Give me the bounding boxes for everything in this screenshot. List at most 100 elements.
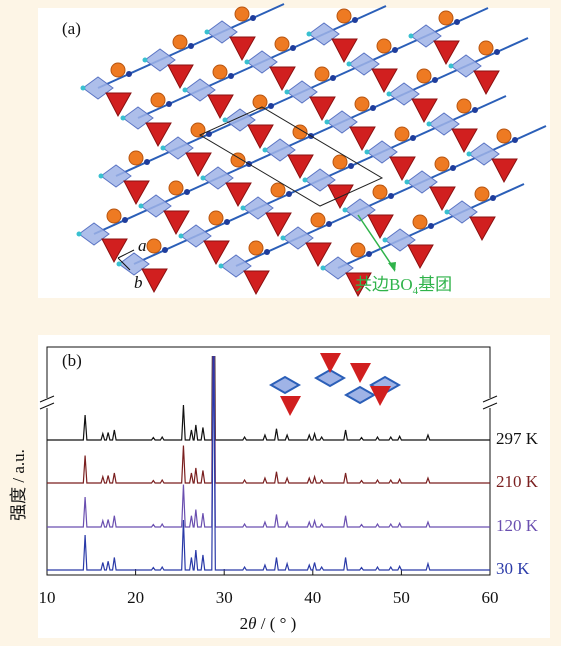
oxygen — [228, 73, 234, 79]
oxygen — [144, 159, 150, 165]
oxygen — [490, 195, 496, 201]
oxygen — [126, 71, 132, 77]
oxygen — [224, 219, 230, 225]
oxygen — [250, 15, 256, 21]
cation — [435, 157, 449, 171]
oxygen — [161, 146, 166, 151]
oxygen — [343, 208, 348, 213]
series-label: 297 K — [496, 429, 539, 448]
oxygen — [201, 176, 206, 181]
oxygen — [263, 148, 268, 153]
oxygen — [307, 32, 312, 37]
panel-label: (b) — [62, 351, 82, 370]
oxygen — [352, 17, 358, 23]
oxygen — [162, 247, 168, 253]
oxygen — [184, 189, 190, 195]
cation — [479, 41, 493, 55]
oxygen — [99, 174, 104, 179]
oxygen — [179, 234, 184, 239]
x-tick-label: 10 — [39, 588, 56, 607]
oxygen — [366, 251, 372, 257]
cation — [253, 95, 267, 109]
x-tick-label: 60 — [482, 588, 499, 607]
cation — [271, 183, 285, 197]
cation — [311, 213, 325, 227]
axis-letter: b — [134, 273, 143, 292]
cation — [107, 209, 121, 223]
oxygen — [285, 90, 290, 95]
axis-letter: a — [138, 236, 147, 255]
cation — [337, 9, 351, 23]
oxygen — [365, 150, 370, 155]
panel-label: (a) — [62, 19, 81, 38]
page: {"chart_data":{"type":"line", "panel_lab… — [0, 0, 561, 646]
oxygen — [166, 101, 172, 107]
y-axis-label: 强度 / a.u. — [9, 449, 28, 521]
series-label: 30 K — [496, 559, 530, 578]
cation — [213, 65, 227, 79]
oxygen — [139, 204, 144, 209]
oxygen — [321, 266, 326, 271]
cation — [497, 129, 511, 143]
oxygen — [409, 34, 414, 39]
oxygen — [348, 163, 354, 169]
cation — [169, 181, 183, 195]
panel-b-bg — [38, 335, 550, 638]
cation — [333, 155, 347, 169]
cation — [275, 37, 289, 51]
cation — [147, 239, 161, 253]
cation — [439, 11, 453, 25]
cation — [151, 93, 165, 107]
oxygen — [450, 165, 456, 171]
oxygen — [77, 232, 82, 237]
oxygen — [512, 137, 518, 143]
cation — [413, 215, 427, 229]
oxygen — [383, 238, 388, 243]
oxygen — [143, 58, 148, 63]
oxygen — [405, 180, 410, 185]
oxygen — [347, 62, 352, 67]
x-tick-label: 20 — [127, 588, 144, 607]
cation — [475, 187, 489, 201]
x-tick-label: 30 — [216, 588, 233, 607]
oxygen — [388, 193, 394, 199]
series-label: 210 K — [496, 472, 539, 491]
oxygen — [432, 77, 438, 83]
oxygen — [427, 122, 432, 127]
oxygen — [445, 210, 450, 215]
cation — [191, 123, 205, 137]
oxygen — [241, 206, 246, 211]
oxygen — [325, 120, 330, 125]
cation — [351, 243, 365, 257]
oxygen — [494, 49, 500, 55]
cation — [373, 185, 387, 199]
oxygen — [326, 221, 332, 227]
oxygen — [117, 262, 122, 267]
oxygen — [370, 105, 376, 111]
cation — [235, 7, 249, 21]
oxygen — [454, 19, 460, 25]
oxygen — [268, 103, 274, 109]
oxygen — [183, 88, 188, 93]
x-axis-label: 2θ / ( ° ) — [240, 614, 297, 633]
annotation: 共边BO4基团 — [355, 275, 452, 297]
oxygen — [392, 47, 398, 53]
oxygen — [449, 64, 454, 69]
oxygen — [281, 236, 286, 241]
oxygen — [219, 264, 224, 269]
x-tick-label: 40 — [304, 588, 321, 607]
cation — [249, 241, 263, 255]
cation — [355, 97, 369, 111]
cation — [315, 67, 329, 81]
cation — [395, 127, 409, 141]
oxygen — [387, 92, 392, 97]
oxygen — [330, 75, 336, 81]
oxygen — [223, 118, 228, 123]
oxygen — [121, 116, 126, 121]
oxygen — [467, 152, 472, 157]
oxygen — [472, 107, 478, 113]
figure: (a) (b) a b 共边BO4基团 强度 / a.u. 2θ / ( ° )… — [0, 0, 561, 646]
oxygen — [264, 249, 270, 255]
cation — [209, 211, 223, 225]
oxygen — [81, 86, 86, 91]
